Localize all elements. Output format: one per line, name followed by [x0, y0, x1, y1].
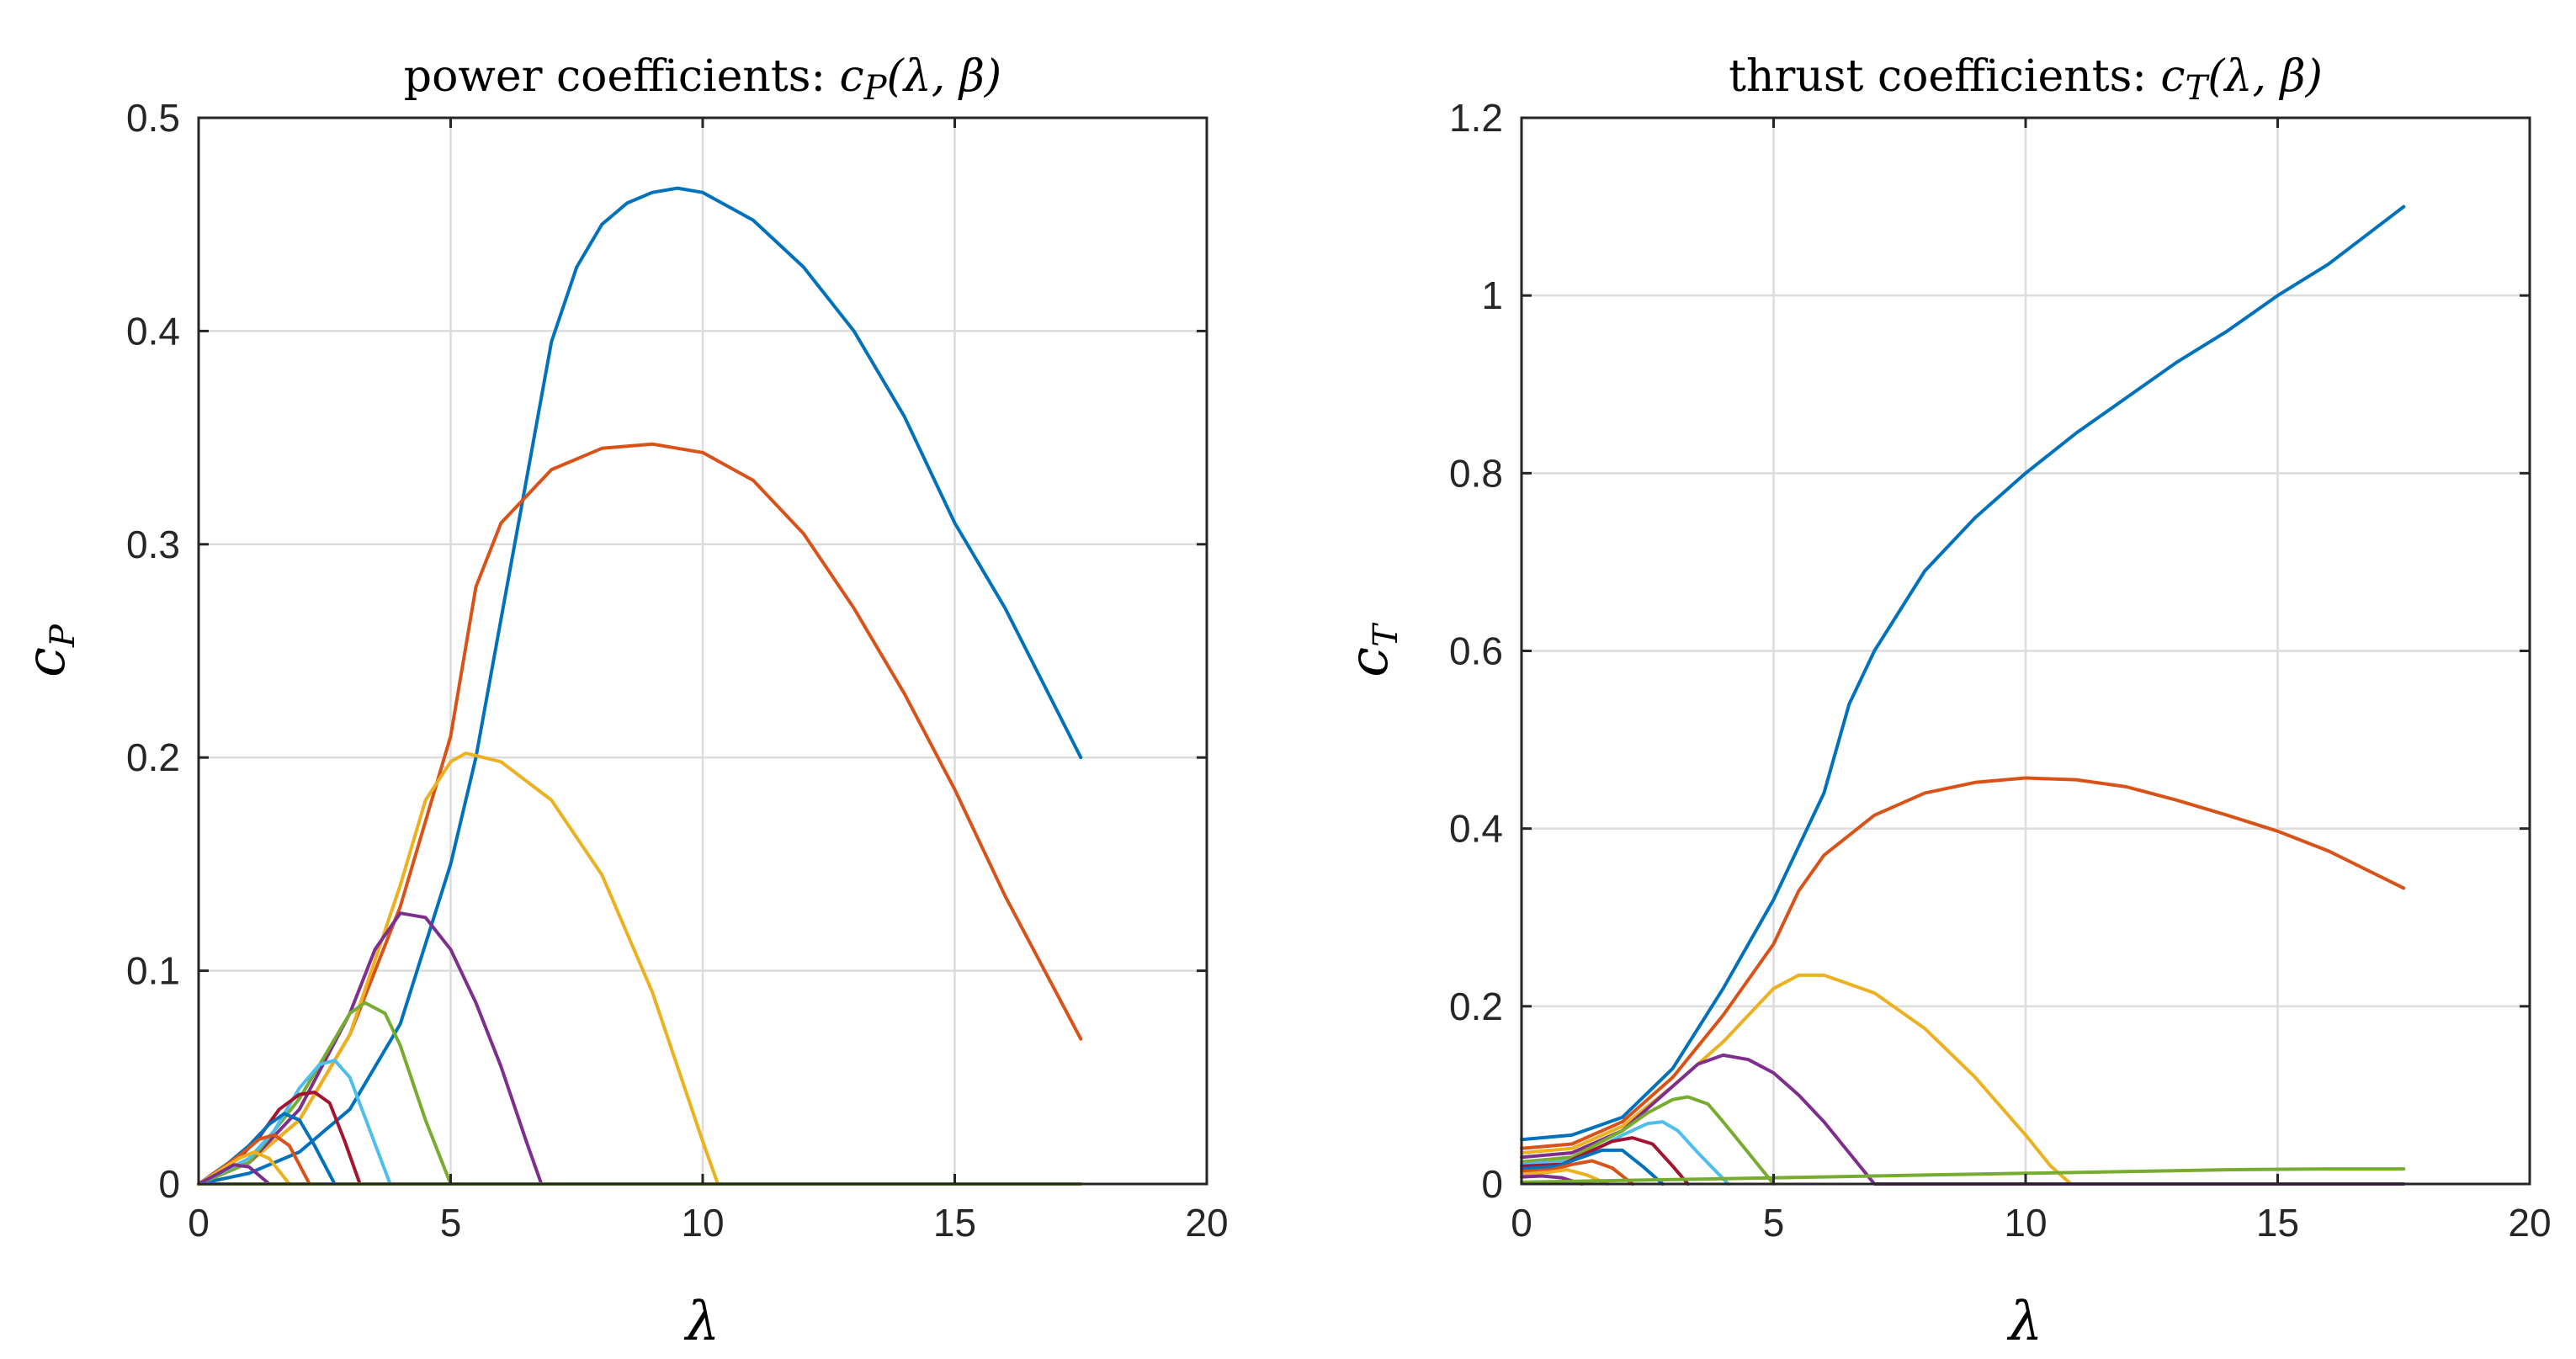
thrust-coefficient-panel: 0 5 10 15 20 0 0.2 0.4 0.6 0.8 1 1.2 thrust coeffic… — [1338, 51, 2552, 1353]
thrust-y-tick-label: 0 — [1481, 1162, 1503, 1206]
thrust-series-line-8 — [1520, 1148, 1665, 1186]
power-ticks: 0 5 10 15 20 0 0.1 0.2 0.3 0.4 0.5 — [126, 96, 1229, 1245]
power-x-tick-label: 15 — [933, 1201, 976, 1245]
thrust-title: thrust coefficients: cT(λ, β) — [1729, 51, 2323, 108]
thrust-x-tick-label: 10 — [2004, 1201, 2047, 1245]
thrust-y-tick-label: 0.6 — [1449, 629, 1503, 673]
thrust-y-axis-label: cT — [1338, 622, 1405, 677]
thrust-y-tick-label: 0.4 — [1449, 807, 1503, 851]
thrust-series — [1520, 204, 2406, 1186]
thrust-x-tick-label: 0 — [1511, 1201, 1532, 1245]
thrust-series-line-2 — [1520, 776, 2406, 1150]
power-y-axis-label: cP — [15, 624, 82, 677]
power-x-tick-label: 5 — [440, 1201, 462, 1245]
thrust-y-tick-label: 1.2 — [1449, 96, 1503, 140]
power-series-line-3 — [197, 751, 720, 1186]
thrust-series-line-9 — [1520, 1159, 1634, 1186]
thrust-ticks: 0 5 10 15 20 0 0.2 0.4 0.6 0.8 1 1.2 — [1449, 96, 2552, 1245]
power-coefficient-panel: 0 5 10 15 20 0 0.1 0.2 0.3 0.4 0.5 power coefficie… — [15, 51, 1229, 1353]
thrust-series-line-3 — [1520, 973, 2073, 1186]
thrust-y-tick-label: 0.2 — [1449, 985, 1503, 1028]
power-x-axis-label: λ — [683, 1291, 720, 1353]
thrust-series-line-10 — [1520, 1168, 1609, 1186]
power-y-tick-label: 0.2 — [126, 735, 180, 779]
power-series-line-11 — [197, 1163, 271, 1186]
power-x-tick-label: 10 — [681, 1201, 724, 1245]
thrust-x-tick-label: 5 — [1763, 1201, 1785, 1245]
thrust-x-tick-label: 20 — [2508, 1201, 2551, 1245]
power-title: power coefficients: cP(λ, β) — [404, 51, 1001, 108]
thrust-series-line-1 — [1520, 204, 2406, 1142]
power-x-tick-label: 20 — [1185, 1201, 1228, 1245]
power-y-tick-label: 0.5 — [126, 96, 180, 140]
power-y-tick-label: 0.3 — [126, 523, 180, 566]
power-series-line-6 — [197, 1059, 392, 1186]
power-y-tick-label: 0 — [158, 1162, 180, 1206]
power-x-tick-label: 0 — [188, 1201, 210, 1245]
thrust-y-tick-label: 0.8 — [1449, 451, 1503, 495]
thrust-y-tick-label: 1 — [1481, 273, 1503, 317]
thrust-x-axis-label: λ — [2006, 1291, 2043, 1353]
power-y-tick-label: 0.1 — [126, 949, 180, 993]
thrust-series-line-12 — [1520, 1167, 2406, 1184]
power-y-tick-label: 0.4 — [126, 309, 180, 353]
power-series-line-1 — [197, 186, 1083, 1186]
thrust-x-tick-label: 15 — [2256, 1201, 2299, 1245]
thrust-series-line-5 — [1520, 1095, 1776, 1186]
